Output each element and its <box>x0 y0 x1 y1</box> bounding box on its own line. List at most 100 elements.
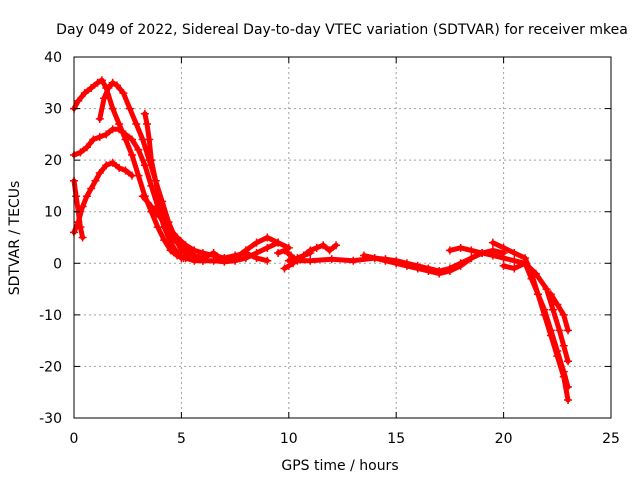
grid-lines <box>74 57 611 418</box>
data-point <box>542 285 551 294</box>
plot-frame <box>73 56 612 419</box>
data-point <box>87 184 96 193</box>
data-point <box>546 290 555 299</box>
data-point <box>284 243 293 252</box>
data-point <box>188 251 197 260</box>
data-point <box>241 248 250 257</box>
data-series-arc-18 <box>546 290 573 335</box>
y-tick-label: 20 <box>44 153 62 169</box>
data-point <box>435 269 444 278</box>
data-point <box>209 248 218 257</box>
series-line <box>71 126 186 261</box>
data-point <box>510 256 519 265</box>
data-point <box>327 255 336 264</box>
data-point <box>533 290 542 299</box>
data-point <box>102 130 111 139</box>
data-point <box>80 89 89 98</box>
data-point <box>198 256 207 265</box>
data-point <box>173 248 182 257</box>
data-point <box>140 109 149 118</box>
x-tick-label: 5 <box>177 431 186 447</box>
y-tick-label: 40 <box>44 50 62 66</box>
x-tick-label: 20 <box>495 431 513 447</box>
y-tick-label: -10 <box>39 308 62 324</box>
data-series <box>70 76 573 404</box>
data-point <box>359 251 368 260</box>
data-point <box>284 256 293 265</box>
data-point <box>332 241 341 250</box>
data-point <box>155 212 164 221</box>
data-point <box>95 114 104 123</box>
data-point <box>467 246 476 255</box>
data-point <box>499 254 508 263</box>
data-point <box>445 267 454 276</box>
data-point <box>510 264 519 273</box>
data-point <box>263 233 272 242</box>
data-point <box>119 89 128 98</box>
data-point <box>274 248 283 257</box>
y-tick-label: 10 <box>44 205 62 221</box>
data-point <box>540 310 549 319</box>
data-point <box>190 246 199 255</box>
data-point <box>263 243 272 252</box>
data-point <box>164 223 173 232</box>
data-point <box>413 264 422 273</box>
data-point <box>138 192 147 201</box>
data-point <box>147 156 156 165</box>
data-point <box>467 254 476 263</box>
data-point <box>280 246 289 255</box>
y-axis-label: SDTVAR / TECUs <box>7 181 23 296</box>
data-point <box>349 256 358 265</box>
x-tick-label: 10 <box>280 431 298 447</box>
data-point <box>160 236 169 245</box>
axis-ticks: 0 5 10 15 20 25 40 30 20 10 0 -10 -20 -30 <box>39 50 620 447</box>
data-point <box>82 192 91 201</box>
data-point <box>108 104 117 113</box>
data-point <box>231 251 240 260</box>
data-point <box>151 176 160 185</box>
data-point <box>93 78 102 87</box>
data-series-arc-10 <box>220 248 272 265</box>
data-point <box>306 248 315 257</box>
data-point <box>127 150 136 159</box>
data-point <box>559 341 568 350</box>
data-point <box>392 259 401 268</box>
data-point <box>132 120 141 129</box>
data-point <box>306 256 315 265</box>
data-point <box>546 331 555 340</box>
data-point <box>125 104 134 113</box>
data-point <box>89 135 98 144</box>
series-line <box>548 291 571 333</box>
data-point <box>147 202 156 211</box>
data-point <box>143 120 152 129</box>
data-point <box>325 246 334 255</box>
data-point <box>510 248 519 257</box>
data-point <box>145 135 154 144</box>
data-point <box>115 163 124 172</box>
data-point <box>95 132 104 141</box>
data-point <box>555 326 564 335</box>
data-series-arc-17 <box>499 259 573 366</box>
data-point <box>127 135 136 144</box>
data-point <box>112 81 121 90</box>
y-tick-label: -20 <box>39 359 62 375</box>
data-point <box>280 264 289 273</box>
x-tick-label: 15 <box>387 431 405 447</box>
data-point <box>381 256 390 265</box>
data-point <box>97 76 106 85</box>
data-point <box>488 238 497 247</box>
data-point <box>155 197 164 206</box>
data-point <box>147 181 156 190</box>
chart-title: Day 049 of 2022, Sidereal Day-to-day VTE… <box>56 22 628 38</box>
data-point <box>102 161 111 170</box>
data-point <box>95 169 104 178</box>
data-point <box>402 261 411 270</box>
data-point <box>87 83 96 92</box>
data-point <box>74 96 83 105</box>
x-tick-label: 0 <box>70 431 79 447</box>
data-point <box>127 171 136 180</box>
y-tick-label: -30 <box>39 411 62 427</box>
data-point <box>370 254 379 263</box>
x-axis-label: GPS time / hours <box>281 458 398 474</box>
